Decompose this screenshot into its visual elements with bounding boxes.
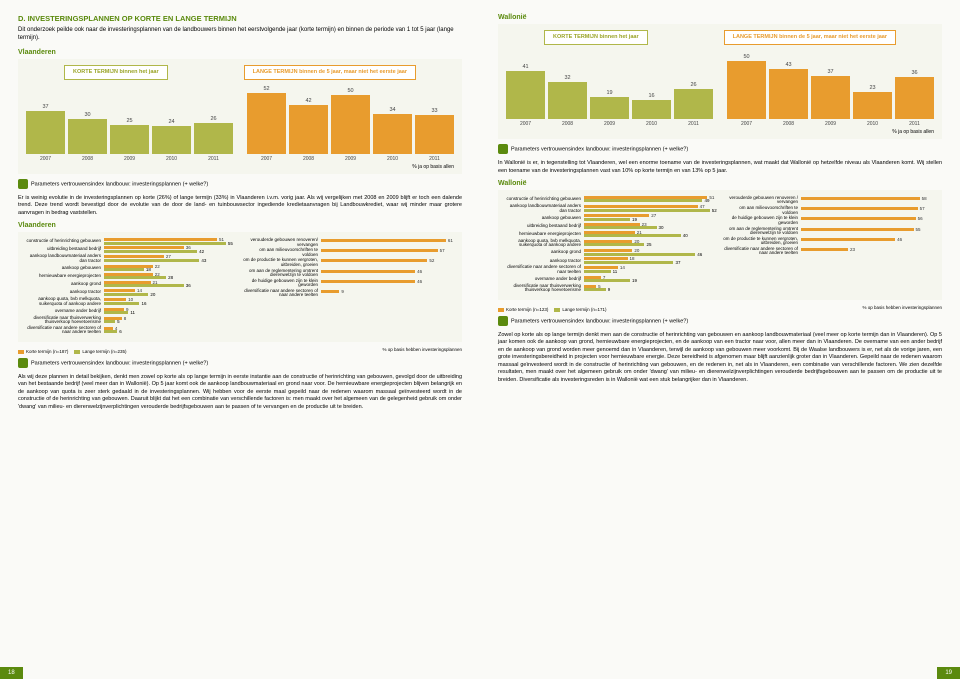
- hbar-row: diversificatie naar andere sectoren of n…: [723, 247, 934, 256]
- hbar-vlaanderen: constructie of herinrichting gebouwen515…: [18, 232, 462, 342]
- bar-col: 422008: [289, 98, 328, 162]
- bars-vl: 372007302008252009242010262011 5220074220…: [26, 84, 454, 162]
- hbar-row: hernieuwbare energieprojecten2228: [26, 273, 237, 280]
- hbar-note-wa: % op basis hebben investeringsplannen: [862, 305, 942, 312]
- hbar-row: aankoop gebouwen2218: [26, 265, 237, 272]
- param-line: Parameters vertrouwensindex landbouw: in…: [18, 179, 462, 189]
- hbar-row: hernieuwbare energieprojecten2140: [506, 231, 717, 238]
- hbar-row: aankoop landbouwmateriaal anders dan tra…: [26, 254, 237, 263]
- legend-korte-wa: KORTE TERMIJN binnen het jaar: [544, 30, 648, 45]
- axis-note-wa: % ja op basis allen: [506, 129, 934, 135]
- region-vlaanderen-2: Vlaanderen: [18, 222, 462, 229]
- hlegend-vl: Korte termijn (n=187) Lange termijn (n=2…: [18, 349, 127, 354]
- hbar-wallonie: constructie of herinrichting gebouwen514…: [498, 190, 942, 300]
- hbar-row: diversificatie naar thuisverwerking thui…: [26, 316, 237, 325]
- hbar-vl-left: constructie of herinrichting gebouwen515…: [26, 238, 237, 336]
- hbar-row: om aan milieuvoorschriften te voldoen57: [723, 206, 934, 215]
- bar-col: 192009: [590, 90, 629, 127]
- bar-col: 372007: [26, 104, 65, 162]
- bar-col: 332011: [415, 108, 454, 162]
- hbar-note: % op basis hebben investeringsplannen: [382, 347, 462, 354]
- hbar-row: om de productie te kunnen vergroten, uit…: [723, 237, 934, 246]
- region-vlaanderen: Vlaanderen: [18, 49, 462, 56]
- intro-text: Dit onderzoek peilde ook naar de investe…: [18, 27, 462, 43]
- hbar-row: overname ander bedrijf911: [26, 308, 237, 315]
- hbar-wa-left: constructie of herinrichting gebouwen514…: [506, 196, 717, 294]
- hbar-row: om aan milieuvoorschriften te voldoen57: [243, 248, 454, 257]
- axis-note: % ja op basis allen: [26, 164, 454, 170]
- badge-icon: [498, 316, 508, 326]
- hbar-row: diversificatie naar andere sectoren of n…: [26, 326, 237, 335]
- region-wallonie: Wallonië: [498, 14, 942, 21]
- legend-lange: LANGE TERMIJN binnen de 5 jaar, maar nie…: [244, 65, 416, 80]
- legend-lange-wa: LANGE TERMIJN binnen de 5 jaar, maar nie…: [724, 30, 896, 45]
- bar-col: 432008: [769, 62, 808, 127]
- hbar-row: aankoop landbouwmateriaal anders dan tra…: [506, 204, 717, 213]
- hbar-row: uitbreiding bestaand bedrijf2330: [506, 223, 717, 230]
- hbar-row: om aan de reglementering omtrent dierenw…: [723, 227, 934, 236]
- hbar-row: aankoop gebouwen2719: [506, 214, 717, 221]
- hbar-row: aankoop tractor1837: [506, 257, 717, 264]
- page-number-left: 18: [0, 667, 23, 679]
- chart-vlaanderen-trend: KORTE TERMIJN binnen het jaar LANGE TERM…: [18, 59, 462, 174]
- hbar-row: de huidige gebouwen zijn te klein geword…: [723, 216, 934, 225]
- page-right: Wallonië KORTE TERMIJN binnen het jaar L…: [480, 0, 960, 679]
- bar-col: 522007: [247, 86, 286, 162]
- hbar-row: aankoop grond2136: [26, 281, 237, 288]
- legend-row: KORTE TERMIJN binnen het jaar LANGE TERM…: [26, 65, 454, 80]
- hbar-row: om de productie te kunnen vergroten, uit…: [243, 258, 454, 267]
- bar-col: 252009: [110, 118, 149, 162]
- badge-icon: [18, 179, 28, 189]
- bar-col: 362011: [895, 70, 934, 127]
- bar-col: 502009: [331, 88, 370, 161]
- hbar-row: uitbreiding bestaand bedrijf3642: [26, 246, 237, 253]
- bar-col: 242010: [152, 119, 191, 162]
- badge-icon: [18, 358, 28, 368]
- hbar-row: aankoop quota, bvb melkquota, suikerquot…: [506, 239, 717, 248]
- body-vl-1: Er is weinig evolutie in de investerings…: [18, 195, 462, 217]
- badge-icon: [498, 144, 508, 154]
- param-line-wa: Parameters vertrouwensindex landbouw: in…: [498, 144, 942, 154]
- bars-wa: 412007322008192009162010262011 5020074320…: [506, 49, 934, 127]
- hbar-row: verouderde gebouwen renoveren/ vervangen…: [243, 238, 454, 247]
- hbar-row: verouderde gebouwen renoveren / vervange…: [723, 196, 934, 205]
- bar-col: 302008: [68, 112, 107, 162]
- bar-col: 342010: [373, 107, 412, 162]
- bar-col: 502007: [727, 54, 766, 127]
- hbar-vl-right: verouderde gebouwen renoveren/ vervangen…: [243, 238, 454, 336]
- hbar-row: aankoop tractor1420: [26, 289, 237, 296]
- hbar-row: overname ander bedrijf719: [506, 276, 717, 283]
- bar-col: 372009: [811, 69, 850, 127]
- hlegend-wa: Korte termijn (n=123) Lange termijn (n=1…: [498, 307, 607, 312]
- hbar-row: constructie of herinrichting gebouwen515…: [26, 238, 237, 245]
- legend-korte: KORTE TERMIJN binnen het jaar: [64, 65, 168, 80]
- hbar-row: de huidige gebouwen zijn te klein geword…: [243, 279, 454, 288]
- body-wa-2: Zowel op korte als op lange termijn denk…: [498, 332, 942, 384]
- bar-col: 262011: [194, 116, 233, 161]
- hbar-row: constructie of herinrichting gebouwen514…: [506, 196, 717, 203]
- bar-col: 162010: [632, 93, 671, 127]
- param-line-wa-2: Parameters vertrouwensindex landbouw: in…: [498, 316, 942, 326]
- hbar-row: aankoop grond2046: [506, 249, 717, 256]
- hbar-wa-right: verouderde gebouwen renoveren / vervange…: [723, 196, 934, 294]
- bar-col: 262011: [674, 82, 713, 127]
- chart-wallonie-trend: KORTE TERMIJN binnen het jaar LANGE TERM…: [498, 24, 942, 139]
- page-number-right: 19: [937, 667, 960, 679]
- hbar-row: om aan de reglementering omtrent dierenw…: [243, 269, 454, 278]
- param-line-2: Parameters vertrouwensindex landbouw: in…: [18, 358, 462, 368]
- bar-col: 322008: [548, 75, 587, 127]
- bar-col: 412007: [506, 64, 545, 127]
- hbar-row: aankoop quota, bvb melkquota, suikerquot…: [26, 297, 237, 306]
- body-vl-2: Als wij deze plannen in detail bekijken,…: [18, 374, 462, 411]
- region-wallonie-2: Wallonië: [498, 180, 942, 187]
- page-left: D. INVESTERINGSPLANNEN OP KORTE EN LANGE…: [0, 0, 480, 679]
- section-title: D. INVESTERINGSPLANNEN OP KORTE EN LANGE…: [18, 14, 462, 23]
- legend-row-wa: KORTE TERMIJN binnen het jaar LANGE TERM…: [506, 30, 934, 45]
- hbar-row: diversificatie naar andere sectoren of n…: [243, 289, 454, 298]
- hbar-row: diversificatie naar andere sectoren of n…: [506, 265, 717, 274]
- hbar-row: diversificatie naar thuisverwerking thui…: [506, 284, 717, 293]
- body-wa-1: In Wallonië is er, in tegenstelling tot …: [498, 160, 942, 175]
- bar-col: 232010: [853, 85, 892, 127]
